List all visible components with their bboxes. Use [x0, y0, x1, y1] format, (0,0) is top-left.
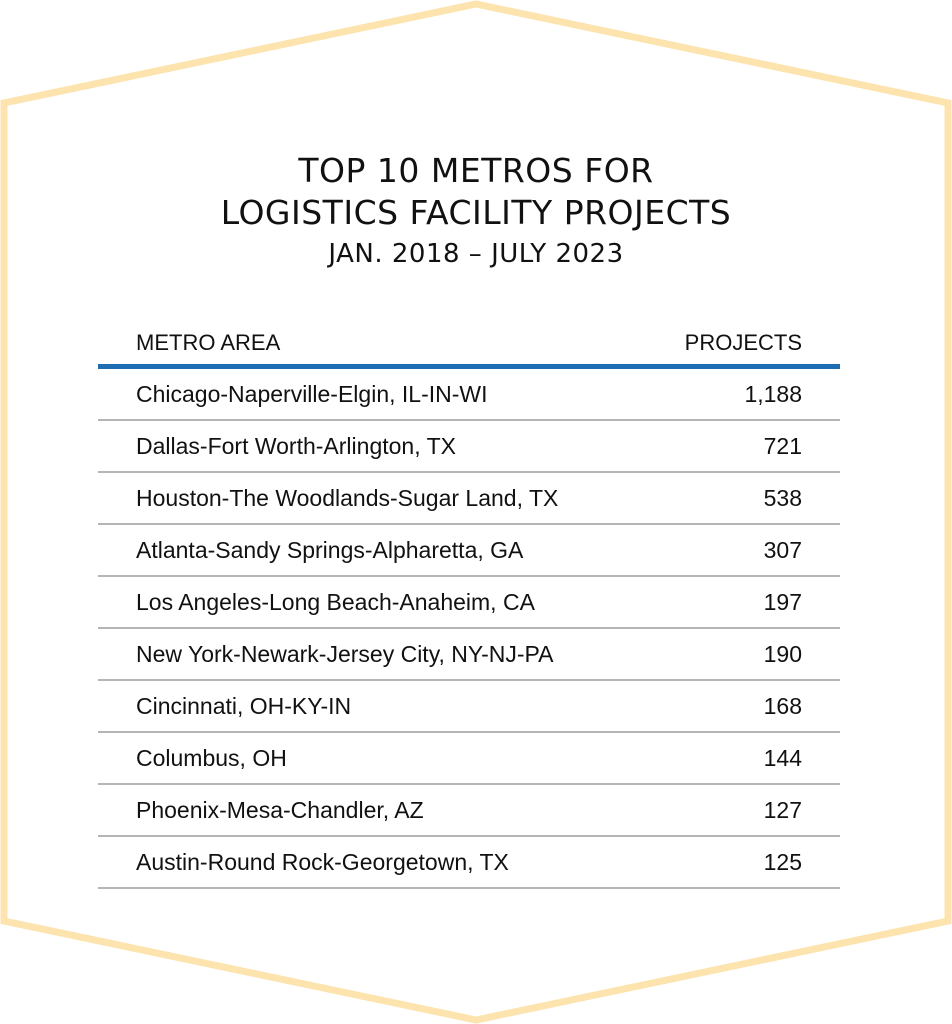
chart-title-line-2: LOGISTICS FACILITY PROJECTS [220, 193, 732, 232]
metro-area-cell: Columbus, OH [136, 745, 287, 771]
metro-area-cell: New York-Newark-Jersey City, NY-NJ-PA [136, 641, 554, 667]
metro-area-cell: Austin-Round Rock-Georgetown, TX [136, 849, 509, 875]
projects-count-cell: 190 [763, 641, 802, 667]
table-header: METRO AREA PROJECTS [98, 322, 840, 369]
chart-title-line-1: TOP 10 METROS FOR [298, 151, 654, 190]
table-row: Dallas-Fort Worth-Arlington, TX 721 [98, 421, 840, 473]
table-row: Houston-The Woodlands-Sugar Land, TX 538 [98, 473, 840, 525]
metro-area-cell: Phoenix-Mesa-Chandler, AZ [136, 797, 424, 823]
table-row: Columbus, OH 144 [98, 733, 840, 785]
table-body: Chicago-Naperville-Elgin, IL-IN-WI 1,188 D… [98, 369, 840, 889]
column-header-projects: PROJECTS [684, 330, 802, 355]
metro-area-cell: Los Angeles-Long Beach-Anaheim, CA [136, 589, 535, 615]
title-block: TOP 10 METROS FOR LOGISTICS FACILITY PRO… [0, 150, 952, 274]
table-row: Los Angeles-Long Beach-Anaheim, CA 197 [98, 577, 840, 629]
metro-area-cell: Cincinnati, OH-KY-IN [136, 693, 352, 719]
table-row: Phoenix-Mesa-Chandler, AZ 127 [98, 785, 840, 837]
projects-count-cell: 125 [763, 849, 802, 875]
projects-count-cell: 127 [763, 797, 802, 823]
table-row: Cincinnati, OH-KY-IN 168 [98, 681, 840, 733]
projects-count-cell: 721 [763, 433, 802, 459]
column-header-metro-area: METRO AREA [136, 330, 281, 355]
table-row: New York-Newark-Jersey City, NY-NJ-PA 190 [98, 629, 840, 681]
table-row: Atlanta-Sandy Springs-Alpharetta, GA 307 [98, 525, 840, 577]
chart-subtitle: JAN. 2018 – JULY 2023 [328, 239, 624, 269]
table-row: Chicago-Naperville-Elgin, IL-IN-WI 1,188 [98, 369, 840, 421]
table-row: Austin-Round Rock-Georgetown, TX 125 [98, 837, 840, 889]
projects-count-cell: 1,188 [744, 381, 802, 407]
projects-count-cell: 144 [763, 745, 802, 771]
metro-area-cell: Dallas-Fort Worth-Arlington, TX [136, 433, 456, 459]
metro-area-cell: Atlanta-Sandy Springs-Alpharetta, GA [136, 537, 524, 563]
projects-count-cell: 168 [763, 693, 802, 719]
projects-count-cell: 197 [763, 589, 802, 615]
projects-count-cell: 538 [763, 485, 802, 511]
metro-area-cell: Chicago-Naperville-Elgin, IL-IN-WI [136, 381, 488, 407]
metro-area-cell: Houston-The Woodlands-Sugar Land, TX [136, 485, 559, 511]
projects-count-cell: 307 [763, 537, 802, 563]
metros-table: METRO AREA PROJECTS Chicago-Naperville-E… [98, 322, 840, 889]
